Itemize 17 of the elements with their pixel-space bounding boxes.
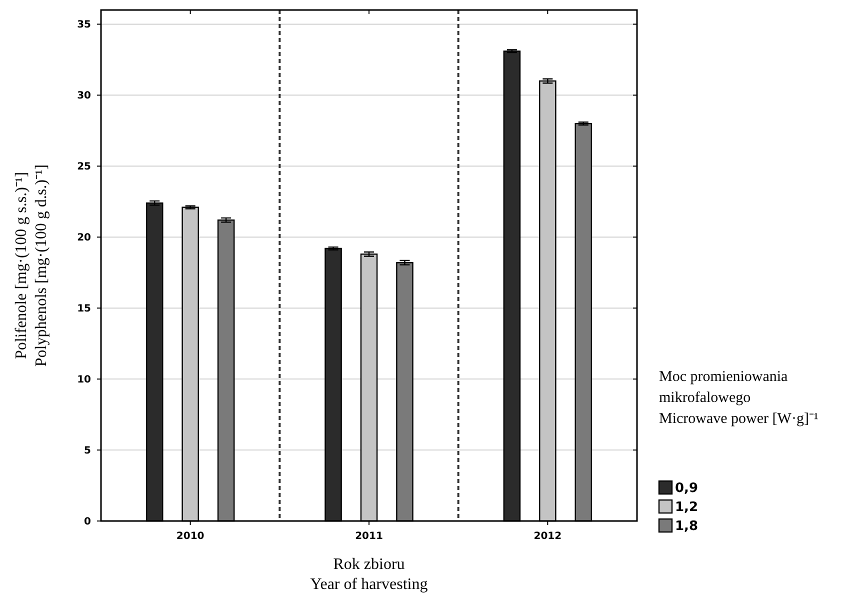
y-axis-title: Polifenole [mg·(100 g s.s.)⁻¹] Polyphenols [mg·(100 g d.s.)⁻¹] bbox=[13, 164, 50, 367]
legend-label: 0,9 bbox=[675, 481, 698, 496]
legend-label: 1,8 bbox=[675, 519, 698, 534]
x-tick-label: 2010 bbox=[176, 531, 204, 542]
legend-label: 1,2 bbox=[675, 500, 698, 515]
y-tick-label: 35 bbox=[77, 20, 92, 31]
y-tick-label: 30 bbox=[77, 90, 92, 102]
x-tick-label: 2012 bbox=[534, 531, 562, 542]
legend-title: Moc promieniowania mikrofalowego Microwave power [W·g]⁻¹ bbox=[659, 369, 818, 427]
x-tick-label: 2011 bbox=[355, 531, 383, 542]
y-tick-label: 5 bbox=[84, 446, 92, 457]
y-tick-label: 25 bbox=[77, 162, 92, 173]
x-axis-title: Rok zbioru Year of harvesting bbox=[310, 556, 428, 593]
y-tick-label: 10 bbox=[77, 374, 92, 386]
y-tick-label: 20 bbox=[77, 232, 92, 244]
y-tick-label: 0 bbox=[84, 516, 92, 528]
y-tick-label: 15 bbox=[77, 304, 92, 315]
